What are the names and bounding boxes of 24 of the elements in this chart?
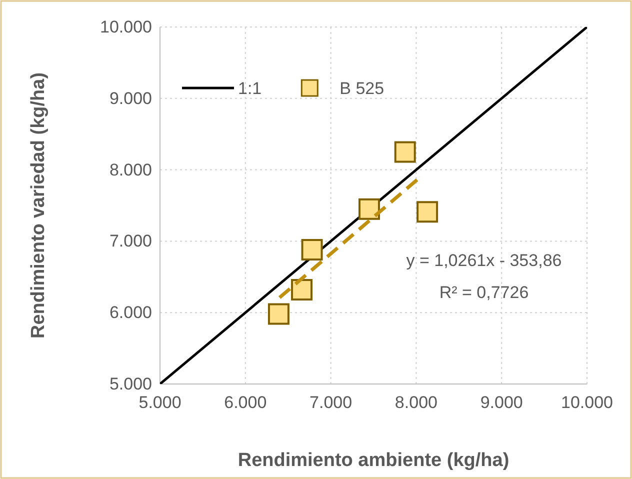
y-tick-label: 7.000 <box>109 232 152 251</box>
x-tick-label: 5.000 <box>138 393 182 412</box>
y-tick-label: 9.000 <box>109 88 152 108</box>
y-tick-label: 6.000 <box>109 303 152 322</box>
y-tick-label: 8.000 <box>109 160 152 180</box>
x-tick-label: 10.000 <box>561 393 613 412</box>
annotation: R² = 0,7726 <box>439 283 529 302</box>
point <box>416 201 438 223</box>
legend-label: 1:1 <box>238 79 262 98</box>
x-tick-label: 6.000 <box>224 393 267 412</box>
x-axis-title: Rendimiento ambiente (kg/ha) <box>238 450 510 471</box>
point <box>301 239 323 261</box>
x-tick-label: 8.000 <box>394 393 438 412</box>
y-axis-title: Rendimiento variedad (kg/ha) <box>28 72 49 339</box>
annotation: y = 1,0261x - 353,86 <box>406 251 562 270</box>
y-tick-label: 10.000 <box>100 17 152 36</box>
x-tick-label: 9.000 <box>480 393 523 412</box>
x-tick-label: 7.000 <box>310 393 352 412</box>
legend-label: B 525 <box>340 79 384 98</box>
point <box>268 303 290 325</box>
point <box>291 279 313 300</box>
y-tick-label: 5.000 <box>109 374 152 394</box>
point <box>358 198 380 220</box>
point <box>394 141 416 163</box>
